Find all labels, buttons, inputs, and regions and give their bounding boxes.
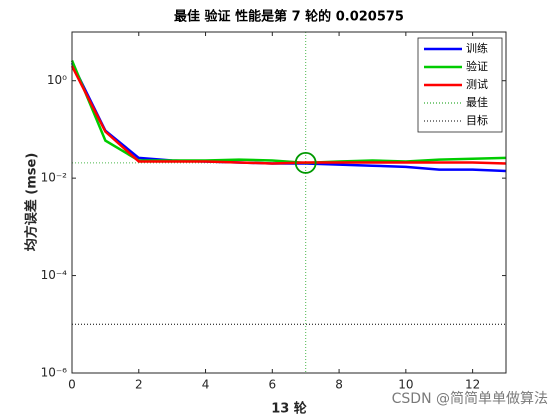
chart-title: 最佳 验证 性能是第 7 轮的 0.020575 bbox=[174, 9, 404, 25]
legend-label: 测试 bbox=[466, 78, 488, 91]
x-tick-label: 0 bbox=[68, 378, 76, 392]
x-tick-label: 4 bbox=[202, 378, 210, 392]
watermark: CSDN @简简单单做算法 bbox=[392, 390, 548, 407]
legend-label: 训练 bbox=[466, 41, 488, 55]
x-tick-label: 10 bbox=[398, 378, 413, 392]
x-tick-label: 2 bbox=[135, 378, 143, 392]
x-axis-label: 13 轮 bbox=[271, 401, 307, 417]
x-tick-label: 12 bbox=[465, 378, 480, 392]
series-line bbox=[70, 65, 507, 165]
y-axis-label: 均方误差 (mse) bbox=[24, 153, 40, 252]
legend-label: 最佳 bbox=[466, 95, 488, 109]
axes-box bbox=[71, 31, 507, 374]
best-marker bbox=[294, 151, 317, 174]
y-tick-label: 10⁰ bbox=[47, 73, 67, 87]
legend-label: 目标 bbox=[466, 113, 488, 127]
y-tick-label: 10⁻⁴ bbox=[41, 268, 68, 282]
legend-label: 验证 bbox=[466, 59, 488, 73]
x-tick-label: 8 bbox=[335, 378, 343, 392]
x-tick-label: 6 bbox=[268, 378, 276, 392]
y-tick-label: 10⁻² bbox=[41, 171, 68, 185]
y-tick-label: 10⁻⁶ bbox=[41, 366, 68, 380]
